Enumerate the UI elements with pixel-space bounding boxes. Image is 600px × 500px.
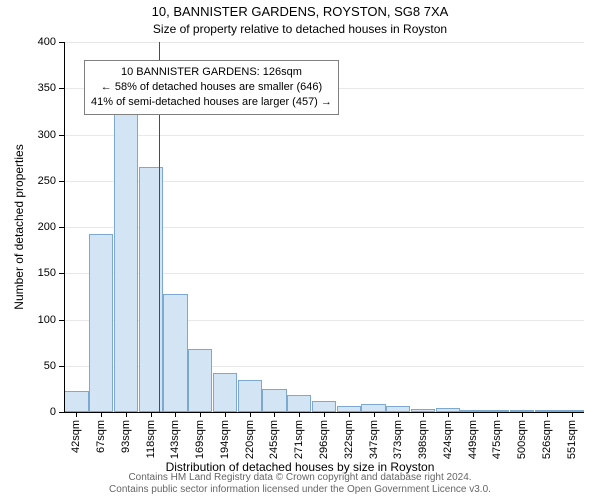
annotation-line1: 10 BANNISTER GARDENS: 126sqm [91,65,332,80]
histogram-bar [287,395,311,412]
annotation-line3: 41% of semi-detached houses are larger (… [91,95,332,110]
x-tick-label: 373sqm [392,420,404,459]
x-axis [64,412,584,413]
y-tick-label: 0 [50,406,56,418]
x-tick-label: 245sqm [268,420,280,459]
y-tick-label: 350 [38,82,56,94]
y-tick-label: 100 [38,314,56,326]
grid-line [64,42,584,43]
histogram-bar [89,234,113,412]
annotation-line2: ← 58% of detached houses are smaller (64… [91,80,332,95]
x-tick-label: 398sqm [417,420,429,459]
x-tick-label: 551sqm [566,420,578,459]
y-tick-label: 150 [38,267,56,279]
footer-line2: Contains public sector information licen… [0,484,600,496]
x-tick-label: 67sqm [95,420,107,453]
histogram-bar [361,404,385,412]
x-tick-label: 500sqm [516,420,528,459]
x-tick-label: 526sqm [541,420,553,459]
x-tick-label: 220sqm [244,420,256,459]
footer-line1: Contains HM Land Registry data © Crown c… [0,472,600,484]
histogram-bar [188,349,212,412]
histogram-bar [163,294,187,412]
x-tick-label: 424sqm [442,420,454,459]
histogram-bar [114,107,138,412]
y-tick-label: 200 [38,221,56,233]
x-tick-label: 118sqm [145,420,157,458]
x-tick-label: 143sqm [169,420,181,459]
y-tick-label: 250 [38,175,56,187]
page-title-line1: 10, BANNISTER GARDENS, ROYSTON, SG8 7XA [0,4,600,19]
histogram-bar [238,380,262,412]
x-tick-label: 449sqm [467,420,479,459]
page-title-line2: Size of property relative to detached ho… [0,22,600,36]
x-tick-label: 42sqm [70,420,82,453]
x-tick-label: 322sqm [343,420,355,459]
y-axis [64,42,65,412]
x-tick-label: 347sqm [368,420,380,459]
histogram-bar [213,373,237,412]
histogram-bar [64,391,88,412]
x-tick-label: 194sqm [219,420,231,459]
y-tick-label: 400 [38,36,56,48]
histogram-bar [262,389,286,412]
histogram-plot: 05010015020025030035040042sqm67sqm93sqm1… [64,42,584,412]
x-tick-label: 296sqm [318,420,330,459]
x-tick-label: 475sqm [491,420,503,459]
y-tick-label: 300 [38,129,56,141]
footer-attribution: Contains HM Land Registry data © Crown c… [0,472,600,496]
y-tick-label: 50 [44,360,56,372]
x-tick-label: 169sqm [194,420,206,459]
histogram-bar [312,401,336,412]
x-tick-label: 93sqm [120,420,132,453]
y-axis-title: Number of detached properties [12,42,26,412]
grid-line [64,135,584,136]
x-tick-label: 271sqm [293,420,305,459]
annotation-box: 10 BANNISTER GARDENS: 126sqm← 58% of det… [84,60,339,115]
